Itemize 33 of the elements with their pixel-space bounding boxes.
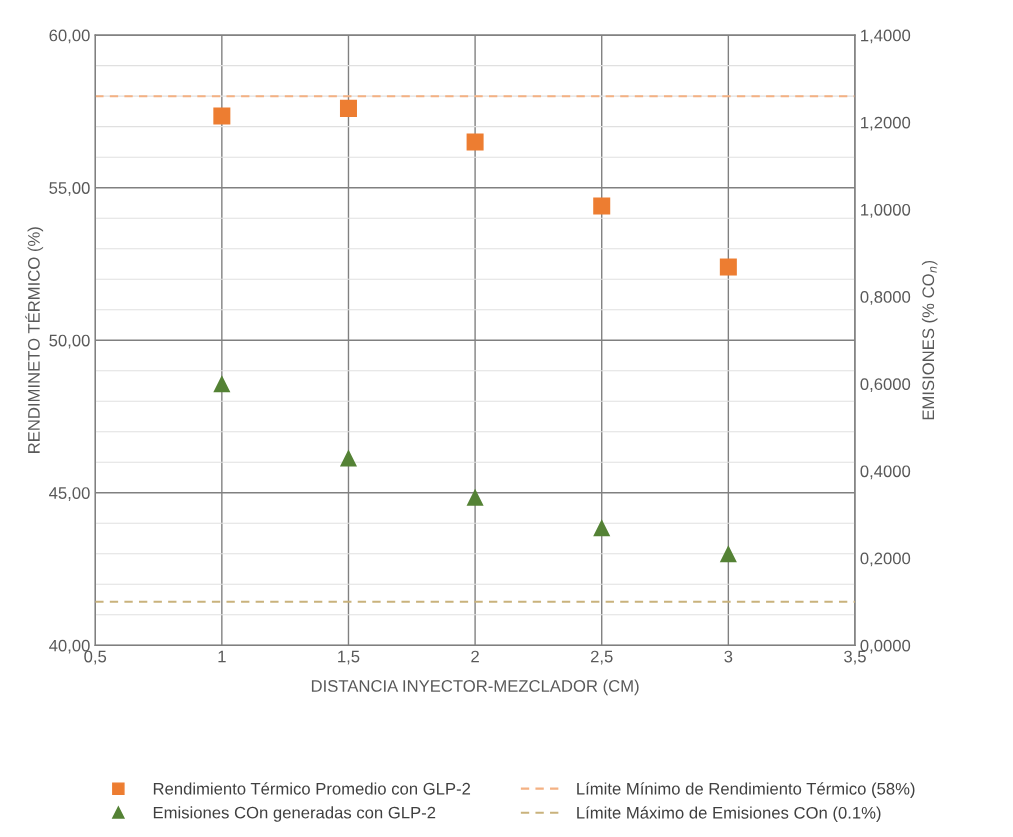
x-tick-label: 2,5 (590, 650, 613, 665)
point (719, 545, 737, 563)
point (213, 375, 231, 393)
x-tick-label: 1,5 (338, 650, 360, 665)
y2-tick-label: 1,2000 (861, 116, 911, 131)
y-tick-label: 45,00 (49, 487, 90, 501)
point (339, 99, 357, 117)
legend-label: Límite Máximo de Emisiones COn (0.1%) (577, 806, 881, 822)
y-tick-label: 60,00 (49, 29, 90, 44)
x-axis-title: DISTANCIA INYECTOR-MEZCLADOR (CM) (311, 679, 639, 696)
point (593, 197, 611, 215)
point (593, 519, 611, 537)
y2-axis-title: EMISIONES (% CO$_{n}$) (921, 260, 938, 420)
point (213, 107, 231, 125)
y-axis-title: RENDIMINETO TÉRMICO (%) (25, 227, 44, 453)
y2-tick-label: 0,8000 (860, 291, 911, 305)
point (466, 488, 484, 506)
legend-label: Límite Mínimo de Rendimiento Térmico (58%) (577, 782, 915, 798)
point (339, 449, 357, 467)
y-tick-label: 55,00 (49, 182, 90, 196)
legend-label: Rendimiento Térmico Promedio con GLP-2 (153, 782, 471, 795)
x-tick-label: 1 (218, 650, 226, 663)
x-tick-label: 3 (724, 650, 733, 663)
point (466, 133, 484, 151)
y2-tick-label: 0,2000 (860, 552, 911, 567)
x-tick-label: 2 (471, 650, 479, 663)
y2-tick-label: 0,6000 (860, 378, 911, 392)
y2-tick-label: 1,0000 (861, 203, 911, 218)
y2-tick-label: 0,4000 (860, 465, 911, 480)
y-tick-label: 50,00 (49, 334, 90, 349)
point (719, 258, 737, 276)
y2-tick-label: 1,4000 (861, 29, 911, 44)
legend-label: Emisiones COn generadas con GLP-2 (153, 806, 436, 822)
